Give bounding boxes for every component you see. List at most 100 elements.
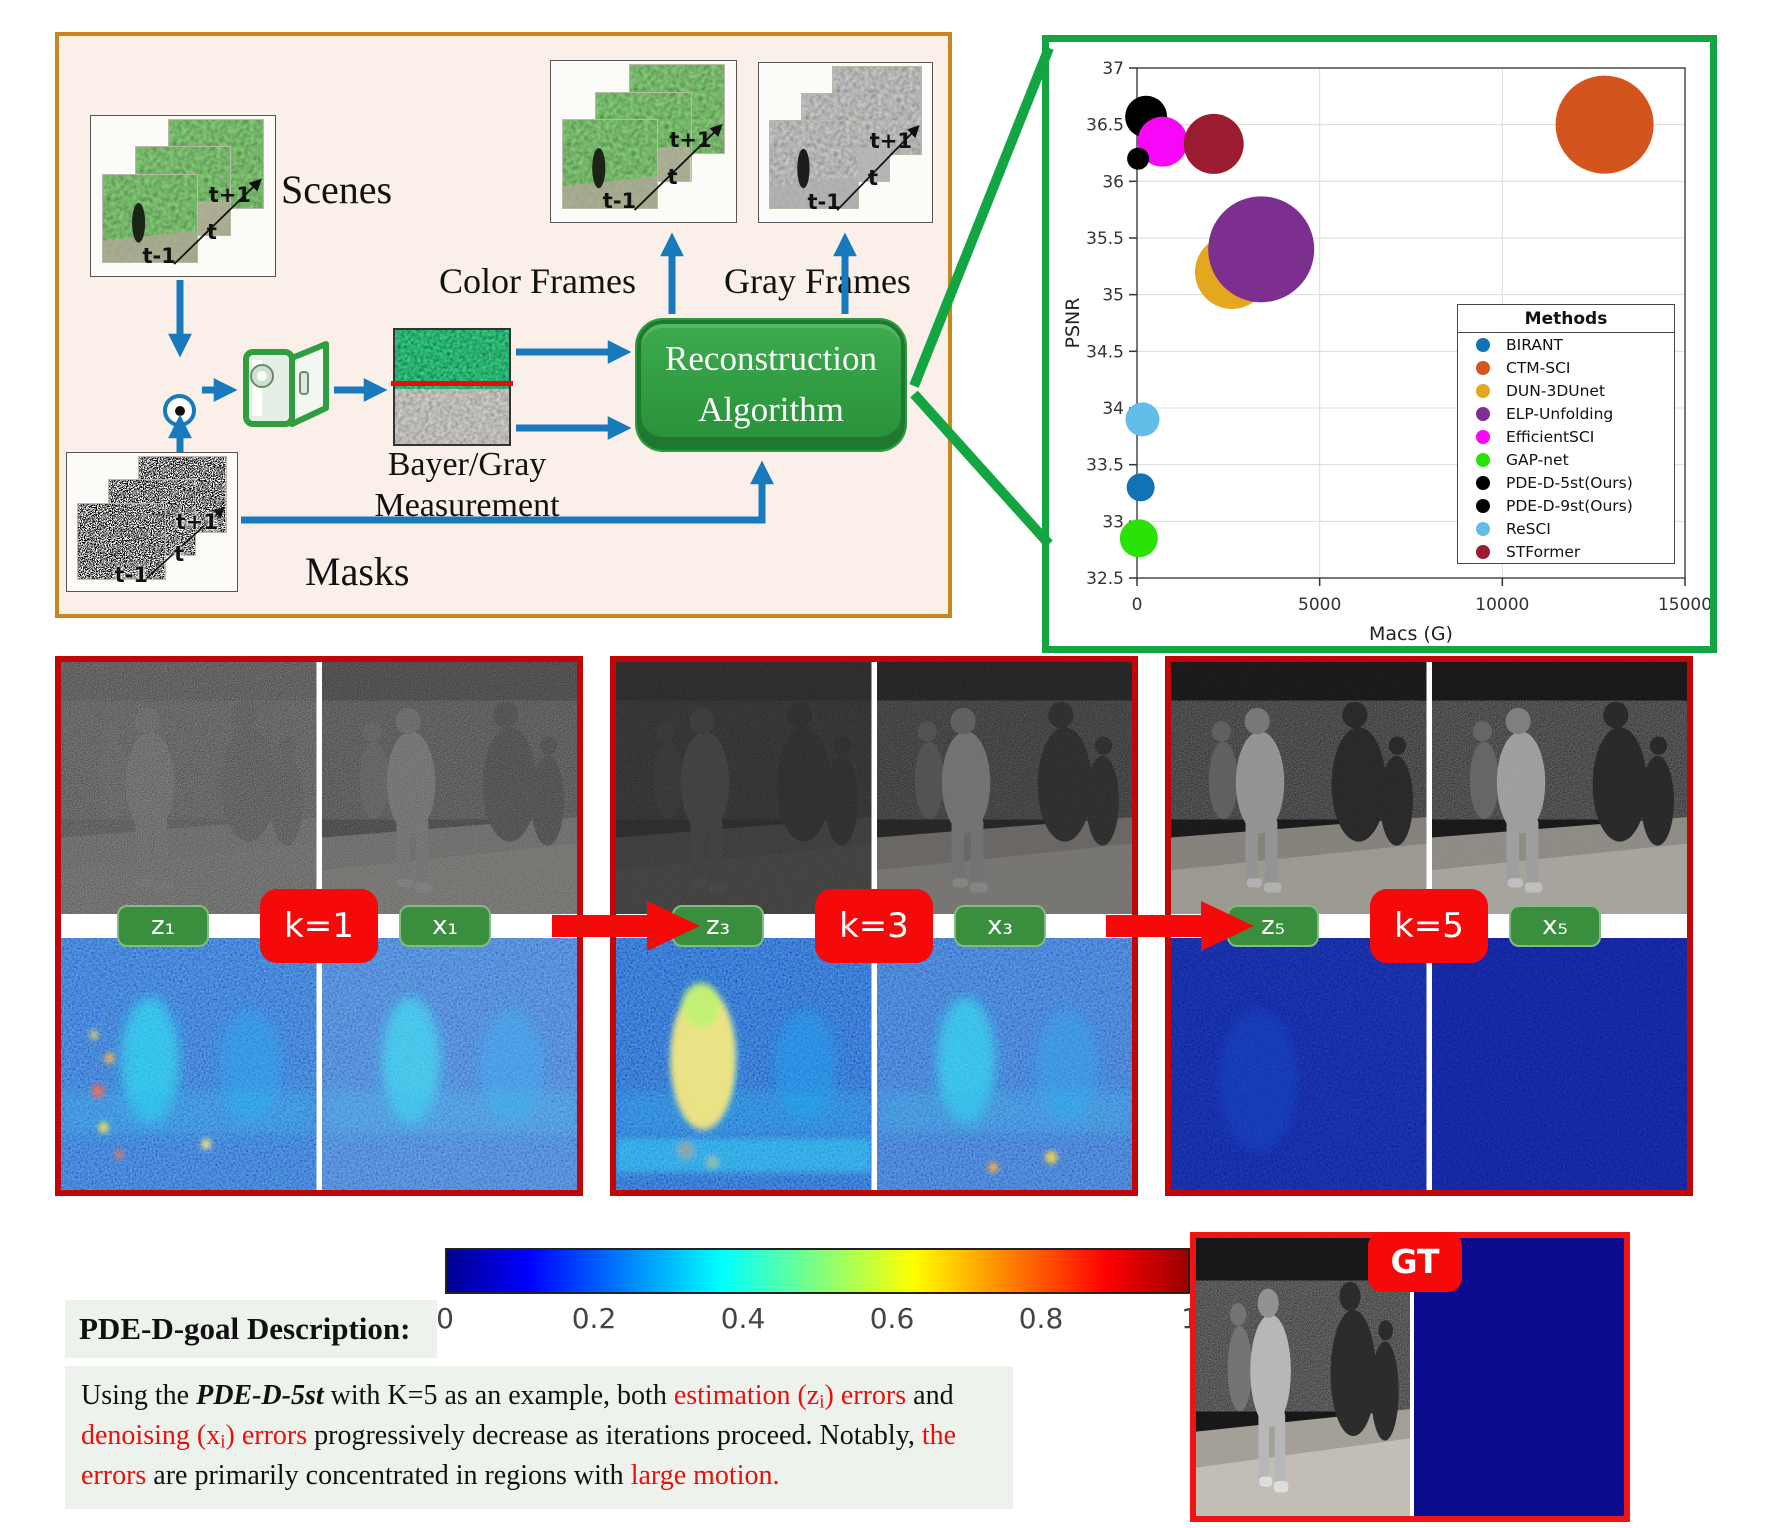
description-segment: are primarily concentrated in regions wi…	[146, 1459, 631, 1491]
legend-dot-icon	[1476, 360, 1490, 375]
colorbar-tick-label: 0.2	[571, 1302, 617, 1335]
legend-label: BIRANT	[1506, 335, 1564, 354]
description-segment: ) errors	[225, 1419, 308, 1451]
x-tick-label: 5000	[1298, 595, 1341, 615]
legend-item: PDE-D-9st(Ours)	[1458, 494, 1674, 517]
scenes-label: Scenes	[281, 167, 393, 212]
y-axis-label: PSNR	[1062, 298, 1084, 349]
bubble-GAP-net	[1119, 519, 1158, 558]
time-axis-arrow	[173, 178, 262, 265]
bubble-ELP-Unfolding	[1208, 196, 1315, 303]
x1-image	[321, 662, 577, 914]
masks-label: Masks	[305, 549, 410, 594]
description-paragraph: Using the PDE-D-5st with K=5 as an examp…	[65, 1366, 1013, 1510]
k5-label: k=5	[1370, 889, 1488, 963]
legend-dot-icon	[1476, 337, 1490, 352]
description-segment: PDE-D-5st	[196, 1380, 324, 1411]
camera-icon	[240, 332, 332, 436]
legend-item: ELP-Unfolding	[1458, 402, 1674, 425]
iteration-arrow-2-3	[1106, 901, 1254, 951]
legend-dot-icon	[1476, 452, 1490, 467]
k1-label: k=1	[260, 889, 378, 963]
time-label-t+1: t+1	[869, 129, 912, 154]
bubble-ReSCI	[1125, 402, 1160, 437]
description-heading: PDE-D-goal Description:	[65, 1300, 437, 1358]
colorbar-tick-label: 0.6	[869, 1302, 915, 1335]
description-segment: and	[906, 1380, 954, 1411]
bayer-gray-measurement-image	[391, 328, 513, 446]
y-tick-label: 36	[1102, 172, 1124, 192]
legend-dot-icon	[1476, 383, 1490, 398]
description-segment: with K=5 as an example, both	[323, 1380, 674, 1411]
colorbar-tick-label: 0.4	[720, 1302, 766, 1335]
x5-label: x₅	[1509, 905, 1601, 947]
scenes-box: t-1 t t+1	[90, 115, 276, 277]
measurement-label: Bayer/Gray Measurement	[374, 446, 560, 525]
legend-dot-icon	[1476, 406, 1490, 421]
time-label-t: t	[174, 542, 185, 567]
legend-item: BIRANT	[1458, 333, 1674, 356]
time-label-t: t	[667, 165, 678, 190]
color-frames-box: t-1 t t+1	[550, 60, 737, 223]
plot-frame	[1136, 67, 1686, 579]
y-tick-label: 37	[1102, 59, 1124, 79]
x5-error-heatmap	[1431, 938, 1687, 1190]
description-segment: ) errors	[824, 1380, 907, 1411]
legend-item: ReSCI	[1458, 517, 1674, 540]
y-tick-label: 32.5	[1086, 569, 1124, 589]
x-tick-label: 15000	[1658, 595, 1710, 615]
time-label-t: t	[867, 165, 879, 190]
time-label-t+1: t+1	[208, 182, 251, 207]
scenes-photo-stack: t-1 t t+1	[91, 116, 275, 276]
color-frames-label: Color Frames	[439, 261, 636, 301]
bubble-EfficientSCI	[1137, 116, 1188, 167]
legend-dot-icon	[1476, 521, 1490, 536]
time-label-t+1: t+1	[175, 510, 219, 535]
mask-photo	[77, 502, 166, 580]
legend-item: CTM-SCI	[1458, 356, 1674, 379]
description-segment: progressively decrease as iterations pro…	[307, 1419, 922, 1451]
masks-box: t-1 t t+1	[66, 452, 238, 592]
legend-dot-icon	[1476, 544, 1490, 559]
x3-image	[876, 662, 1132, 914]
chart-legend: Methods BIRANT CTM-SCI DUN-3DUnet ELP-Unfol…	[1457, 304, 1675, 564]
gt-label: GT	[1368, 1232, 1462, 1292]
bubble-BIRANT	[1126, 473, 1155, 502]
time-label-t-1: t-1	[114, 562, 148, 587]
legend-title: Methods	[1458, 305, 1674, 333]
ground-truth-panel: GT	[1190, 1232, 1630, 1522]
x-tick-label: 0	[1132, 595, 1143, 615]
legend-label: STFormer	[1506, 542, 1581, 561]
k3-label: k=3	[815, 889, 933, 963]
legend-label: CTM-SCI	[1506, 358, 1571, 377]
z1-error-heatmap	[61, 938, 317, 1190]
description-segment: denoising (x	[81, 1419, 221, 1451]
multiply-icon	[163, 394, 196, 427]
legend-item: GAP-net	[1458, 448, 1674, 471]
jet-colorbar	[445, 1248, 1190, 1294]
time-label-t-1: t-1	[142, 243, 176, 268]
z3-image	[616, 662, 872, 914]
measurement-divider-line	[391, 381, 513, 386]
time-label-t+1: t+1	[669, 128, 712, 153]
x3-label: x₃	[954, 905, 1046, 947]
x-axis-label: Macs (G)	[1369, 623, 1453, 645]
time-label-t-1: t-1	[602, 189, 637, 214]
y-tick-label: 35.5	[1086, 229, 1124, 249]
y-tick-label: 35	[1102, 286, 1124, 306]
y-tick-label: 34	[1102, 399, 1124, 419]
legend-label: ReSCI	[1506, 519, 1551, 538]
description-segment: Using the	[81, 1380, 197, 1411]
iteration-arrow-1-2	[552, 901, 700, 951]
x1-error-heatmap	[321, 938, 577, 1190]
x3-error-heatmap	[876, 938, 1132, 1190]
colorbar-area: 00.20.40.60.81	[398, 1240, 1199, 1348]
sci-pipeline-diagram: t-1 t t+1 Scenes t-1 t t+1 Masks	[55, 32, 952, 618]
colorbar-tick-label: 0	[436, 1302, 454, 1335]
scene-photo	[102, 173, 198, 264]
z3-error-heatmap	[616, 938, 872, 1190]
legend-dot-icon	[1476, 475, 1490, 490]
description-segment: the errors	[81, 1419, 957, 1491]
legend-item: PDE-D-5st(Ours)	[1458, 471, 1674, 494]
color-frames-photo-stack: t-1 t t+1	[551, 61, 736, 222]
